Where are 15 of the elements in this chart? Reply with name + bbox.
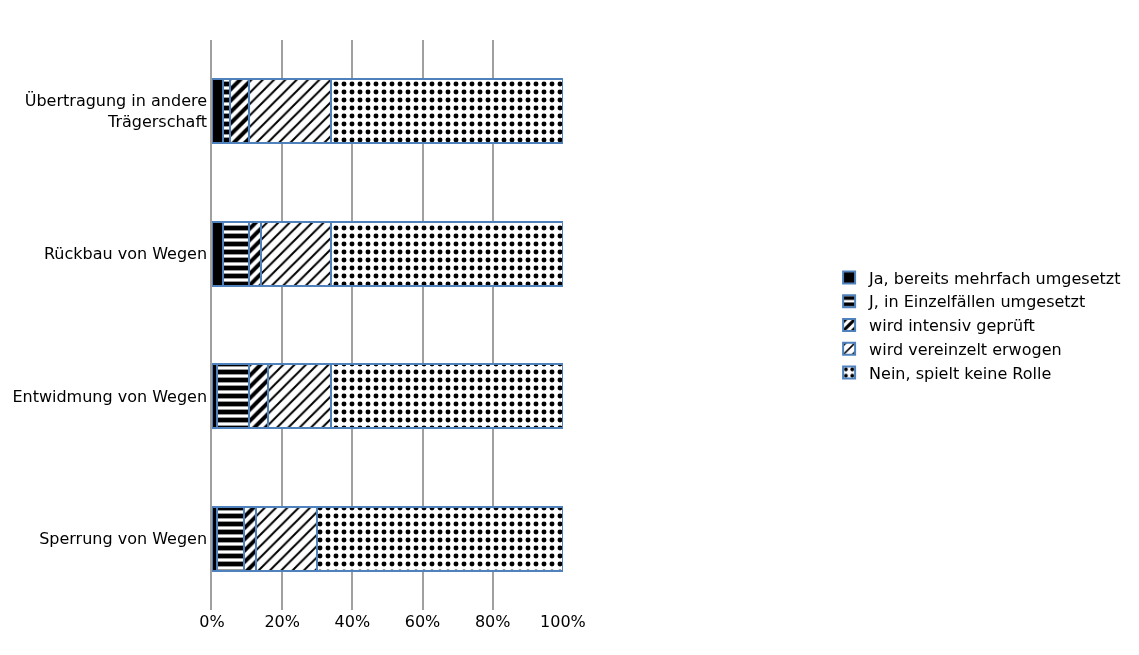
y-tick-label: Sperrung von Wegen bbox=[39, 529, 208, 549]
x-tick-label: 40% bbox=[334, 612, 371, 631]
y-tick-label: Übertragung in andere Trägerschaft bbox=[24, 91, 208, 132]
text: J, in Einzelfällen umgesetzt bbox=[868, 292, 1086, 312]
x-tick-label: 20% bbox=[264, 612, 300, 631]
text: wird vereinzelt erwogen bbox=[869, 340, 1062, 360]
x-tick-label: 80% bbox=[474, 612, 511, 631]
x-tick-label: 100% bbox=[540, 612, 586, 631]
y-tick-label: Rückbau von Wegen bbox=[43, 244, 208, 264]
x-tick-label: 60% bbox=[404, 612, 441, 631]
legend-label: Ja, bereits mehrfach umgesetzt bbox=[868, 268, 1121, 288]
text: Nein, spielt keine Rolle bbox=[869, 363, 1052, 383]
text: wird intensiv geprüft bbox=[869, 316, 1035, 336]
y-tick-label: Entwidmung von Wegen bbox=[12, 386, 208, 406]
x-tick-label: 0% bbox=[199, 612, 225, 631]
